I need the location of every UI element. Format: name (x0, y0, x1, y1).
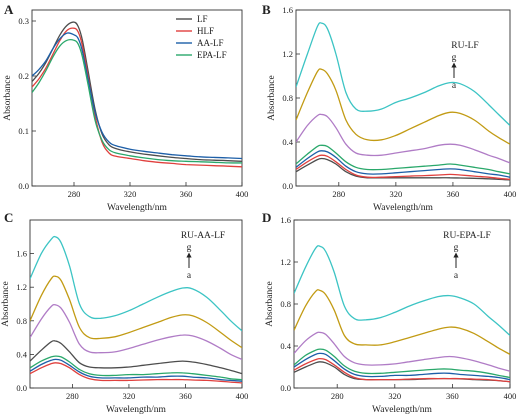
y-tick-label: 0.1 (18, 126, 29, 136)
x-tick-label: 400 (236, 189, 249, 199)
arrow-bottom-label: a (187, 271, 192, 281)
y-tick-label: 0.4 (16, 349, 27, 359)
y-tick-label: 0.8 (280, 299, 291, 309)
arrow-top-label: g (452, 53, 457, 63)
series-line-1 (32, 21, 242, 162)
series-line-3 (30, 358, 242, 382)
y-axis-label: Absorbance (1, 281, 11, 326)
plot-frame (31, 9, 243, 187)
x-tick-label: 320 (123, 391, 136, 401)
x-tick-label: 360 (180, 189, 193, 199)
series-line-6 (30, 275, 242, 349)
series-line-7 (30, 235, 242, 332)
series-line-3 (296, 150, 510, 178)
y-axis-label: Absorbance (3, 75, 13, 120)
y-tick-label: 0.3 (18, 16, 29, 26)
sample-label: RU-AA-LF (181, 231, 225, 241)
arrow-head-icon (451, 62, 457, 68)
series-line-2 (32, 27, 242, 168)
legend-label: EPA-LF (197, 50, 227, 60)
series-line-7 (294, 245, 510, 336)
y-tick-label: 1.2 (282, 49, 293, 59)
y-tick-label: 0.4 (282, 137, 293, 147)
y-tick-label: 1.6 (16, 249, 27, 259)
series-group (30, 235, 242, 384)
sample-label: RU-EPA-LF (443, 231, 491, 241)
series-line-3 (294, 352, 510, 381)
panel-label: D (262, 210, 271, 225)
series-line-1 (30, 340, 242, 375)
series-group (32, 21, 242, 168)
legend-label: LF (197, 14, 208, 24)
series-line-6 (296, 68, 510, 145)
arrow-head-icon (453, 252, 459, 258)
x-axis-label: Wavelength/nm (372, 405, 433, 415)
legend-label: AA-LF (197, 38, 224, 48)
arrow-head-icon (186, 252, 192, 258)
x-tick-label: 320 (389, 189, 402, 199)
y-tick-label: 0.0 (280, 383, 291, 393)
x-tick-label: 400 (504, 189, 517, 199)
y-tick-label: 0.0 (18, 181, 29, 191)
x-tick-label: 320 (124, 189, 137, 199)
x-tick-label: 280 (66, 391, 79, 401)
y-axis-label: Absorbance (265, 281, 275, 326)
series-line-2 (296, 154, 510, 181)
arrow-bottom-label: a (452, 81, 457, 91)
x-axis-label: Wavelength/nm (107, 203, 168, 213)
panel-label: A (4, 2, 14, 17)
x-tick-label: 360 (446, 391, 459, 401)
x-tick-label: 280 (332, 189, 345, 199)
series-line-4 (296, 144, 510, 175)
arrow-bottom-label: a (454, 271, 459, 281)
panel-label: C (4, 210, 13, 225)
series-line-7 (296, 22, 510, 126)
y-tick-label: 1.2 (280, 257, 291, 267)
sample-label: RU-LF (451, 41, 478, 51)
y-tick-label: 1.2 (16, 282, 27, 292)
y-tick-label: 0.2 (18, 71, 29, 81)
series-line-3 (32, 32, 242, 160)
series-line-4 (32, 39, 242, 164)
x-axis-label: Wavelength/nm (106, 405, 167, 415)
y-tick-label: 1.6 (282, 5, 293, 15)
y-axis-label: Absorbance (267, 75, 277, 120)
series-line-2 (294, 357, 510, 383)
series-group (294, 245, 510, 383)
series-line-4 (294, 348, 510, 379)
y-tick-label: 0.0 (282, 181, 293, 191)
series-group (296, 22, 510, 181)
series-line-1 (296, 157, 510, 181)
arrow-top-label: g (187, 243, 192, 253)
series-line-2 (30, 362, 242, 384)
x-tick-label: 360 (179, 391, 192, 401)
series-line-5 (294, 331, 510, 372)
arrow-top-label: g (454, 243, 459, 253)
y-tick-label: 0.0 (16, 383, 27, 393)
x-tick-label: 400 (504, 391, 517, 401)
y-tick-label: 0.8 (16, 316, 27, 326)
panel-a: A 280 320 360 400 0.0 0.1 0.2 0.3 Wavelength/nm Ab… (3, 2, 248, 213)
series-line-5 (30, 303, 242, 360)
x-tick-label: 320 (388, 391, 401, 401)
x-tick-label: 400 (236, 391, 249, 401)
y-tick-label: 0.4 (280, 341, 291, 351)
plot-frame (29, 219, 243, 389)
y-tick-label: 1.6 (280, 215, 291, 225)
x-tick-label: 360 (447, 189, 460, 199)
panel-c: C 280 320 360 400 0.0 0.4 0.8 1.2 1.6 Wavelength/n… (1, 210, 248, 415)
x-tick-label: 280 (331, 391, 344, 401)
x-axis-label: Wavelength/nm (373, 203, 434, 213)
x-tick-label: 280 (68, 189, 81, 199)
series-line-5 (296, 113, 510, 164)
y-tick-label: 0.8 (282, 93, 293, 103)
panel-b: B 280 320 360 400 0.0 0.4 0.8 1.2 1.6 Wavelength/n… (262, 2, 516, 213)
series-line-6 (294, 289, 510, 355)
panel-d: D 280 320 360 400 0.0 0.4 0.8 1.2 1.6 Wavelength/n… (262, 210, 516, 415)
panel-label: B (262, 2, 271, 17)
legend-label: HLF (197, 26, 214, 36)
series-line-4 (30, 355, 242, 381)
